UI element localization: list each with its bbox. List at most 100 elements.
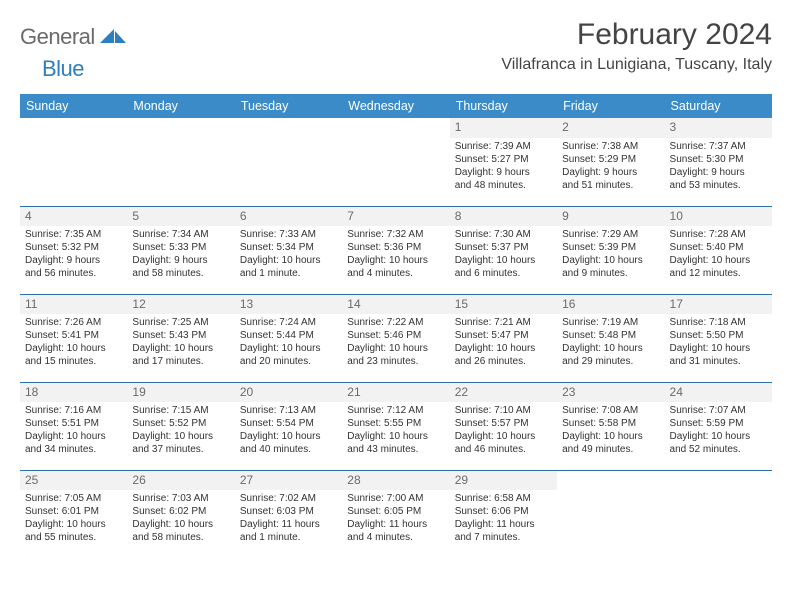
- sunrise-line: Sunrise: 7:30 AM: [455, 228, 552, 241]
- day-number: 13: [235, 295, 342, 315]
- daylight-line: Daylight: 10 hours: [240, 430, 337, 443]
- day-cell: 18Sunrise: 7:16 AMSunset: 5:51 PMDayligh…: [20, 382, 127, 470]
- sunrise-line: Sunrise: 7:19 AM: [562, 316, 659, 329]
- sunrise-line: Sunrise: 7:22 AM: [347, 316, 444, 329]
- day-cell: 22Sunrise: 7:10 AMSunset: 5:57 PMDayligh…: [450, 382, 557, 470]
- sunset-line: Sunset: 5:57 PM: [455, 417, 552, 430]
- daylight-line: and 17 minutes.: [132, 355, 229, 368]
- day-header: Thursday: [450, 94, 557, 118]
- day-cell: 29Sunrise: 6:58 AMSunset: 6:06 PMDayligh…: [450, 470, 557, 558]
- day-cell: 15Sunrise: 7:21 AMSunset: 5:47 PMDayligh…: [450, 294, 557, 382]
- daylight-line: and 56 minutes.: [25, 267, 122, 280]
- sunset-line: Sunset: 5:32 PM: [25, 241, 122, 254]
- sunrise-line: Sunrise: 6:58 AM: [455, 492, 552, 505]
- day-header: Saturday: [665, 94, 772, 118]
- day-number: 7: [342, 207, 449, 227]
- brand-general: General: [20, 24, 95, 50]
- day-number: 16: [557, 295, 664, 315]
- daylight-line: Daylight: 10 hours: [347, 254, 444, 267]
- day-cell: 10Sunrise: 7:28 AMSunset: 5:40 PMDayligh…: [665, 206, 772, 294]
- daylight-line: Daylight: 10 hours: [25, 342, 122, 355]
- daylight-line: and 43 minutes.: [347, 443, 444, 456]
- day-header: Sunday: [20, 94, 127, 118]
- sunset-line: Sunset: 5:47 PM: [455, 329, 552, 342]
- week-row: 25Sunrise: 7:05 AMSunset: 6:01 PMDayligh…: [20, 470, 772, 558]
- sunset-line: Sunset: 6:06 PM: [455, 505, 552, 518]
- day-number: 15: [450, 295, 557, 315]
- day-number: 26: [127, 471, 234, 491]
- day-number: 2: [557, 118, 664, 138]
- sunrise-line: Sunrise: 7:05 AM: [25, 492, 122, 505]
- day-number: 24: [665, 383, 772, 403]
- day-number: 25: [20, 471, 127, 491]
- daylight-line: and 52 minutes.: [670, 443, 767, 456]
- sunrise-line: Sunrise: 7:35 AM: [25, 228, 122, 241]
- day-number: 5: [127, 207, 234, 227]
- daylight-line: and 26 minutes.: [455, 355, 552, 368]
- day-number: 1: [450, 118, 557, 138]
- sunset-line: Sunset: 6:02 PM: [132, 505, 229, 518]
- day-number: 18: [20, 383, 127, 403]
- day-cell: 2Sunrise: 7:38 AMSunset: 5:29 PMDaylight…: [557, 118, 664, 206]
- sunrise-line: Sunrise: 7:07 AM: [670, 404, 767, 417]
- sunset-line: Sunset: 5:41 PM: [25, 329, 122, 342]
- week-row: 18Sunrise: 7:16 AMSunset: 5:51 PMDayligh…: [20, 382, 772, 470]
- sunset-line: Sunset: 5:33 PM: [132, 241, 229, 254]
- brand-logo: General: [20, 24, 128, 50]
- sunset-line: Sunset: 5:50 PM: [670, 329, 767, 342]
- week-row: 11Sunrise: 7:26 AMSunset: 5:41 PMDayligh…: [20, 294, 772, 382]
- day-cell: 8Sunrise: 7:30 AMSunset: 5:37 PMDaylight…: [450, 206, 557, 294]
- daylight-line: Daylight: 10 hours: [455, 342, 552, 355]
- day-cell: 19Sunrise: 7:15 AMSunset: 5:52 PMDayligh…: [127, 382, 234, 470]
- month-title: February 2024: [501, 18, 772, 52]
- daylight-line: Daylight: 9 hours: [25, 254, 122, 267]
- daylight-line: and 40 minutes.: [240, 443, 337, 456]
- daylight-line: Daylight: 11 hours: [240, 518, 337, 531]
- day-number: 8: [450, 207, 557, 227]
- day-number: 20: [235, 383, 342, 403]
- day-cell: 7Sunrise: 7:32 AMSunset: 5:36 PMDaylight…: [342, 206, 449, 294]
- daylight-line: Daylight: 9 hours: [455, 166, 552, 179]
- calendar-head: SundayMondayTuesdayWednesdayThursdayFrid…: [20, 94, 772, 118]
- daylight-line: and 12 minutes.: [670, 267, 767, 280]
- daylight-line: and 58 minutes.: [132, 531, 229, 544]
- day-number: 4: [20, 207, 127, 227]
- sunset-line: Sunset: 5:59 PM: [670, 417, 767, 430]
- sunset-line: Sunset: 5:48 PM: [562, 329, 659, 342]
- day-cell: 11Sunrise: 7:26 AMSunset: 5:41 PMDayligh…: [20, 294, 127, 382]
- day-number: 12: [127, 295, 234, 315]
- daylight-line: and 6 minutes.: [455, 267, 552, 280]
- sunrise-line: Sunrise: 7:32 AM: [347, 228, 444, 241]
- day-number: 23: [557, 383, 664, 403]
- sunrise-line: Sunrise: 7:29 AM: [562, 228, 659, 241]
- day-header: Monday: [127, 94, 234, 118]
- daylight-line: Daylight: 10 hours: [240, 254, 337, 267]
- sunrise-line: Sunrise: 7:00 AM: [347, 492, 444, 505]
- sunrise-line: Sunrise: 7:37 AM: [670, 140, 767, 153]
- sunset-line: Sunset: 5:46 PM: [347, 329, 444, 342]
- daylight-line: Daylight: 10 hours: [240, 342, 337, 355]
- day-number: 17: [665, 295, 772, 315]
- daylight-line: Daylight: 10 hours: [670, 342, 767, 355]
- day-cell: [665, 470, 772, 558]
- daylight-line: Daylight: 10 hours: [25, 518, 122, 531]
- day-number: 29: [450, 471, 557, 491]
- week-row: 1 Sunrise: 7:39 AMSunset: 5:27 PMDaylight…: [20, 118, 772, 206]
- daylight-line: and 31 minutes.: [670, 355, 767, 368]
- sunset-line: Sunset: 5:27 PM: [455, 153, 552, 166]
- day-cell: 3Sunrise: 7:37 AMSunset: 5:30 PMDaylight…: [665, 118, 772, 206]
- daylight-line: and 23 minutes.: [347, 355, 444, 368]
- sunrise-line: Sunrise: 7:25 AM: [132, 316, 229, 329]
- sunrise-line: Sunrise: 7:10 AM: [455, 404, 552, 417]
- sunset-line: Sunset: 5:29 PM: [562, 153, 659, 166]
- day-number: 14: [342, 295, 449, 315]
- daylight-line: Daylight: 10 hours: [455, 430, 552, 443]
- sunset-line: Sunset: 6:05 PM: [347, 505, 444, 518]
- sunrise-line: Sunrise: 7:02 AM: [240, 492, 337, 505]
- day-number: 10: [665, 207, 772, 227]
- sunrise-line: Sunrise: 7:39 AM: [455, 140, 552, 153]
- daylight-line: Daylight: 10 hours: [670, 430, 767, 443]
- daylight-line: and 37 minutes.: [132, 443, 229, 456]
- sunrise-line: Sunrise: 7:38 AM: [562, 140, 659, 153]
- day-cell: [235, 118, 342, 206]
